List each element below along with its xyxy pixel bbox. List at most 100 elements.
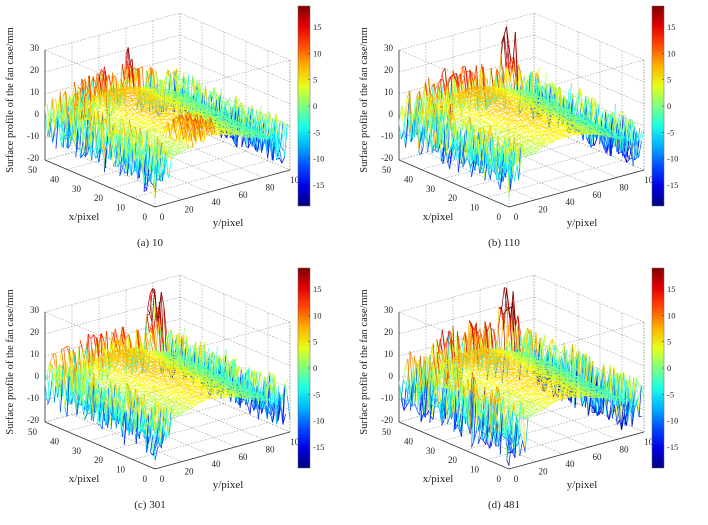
surface-mesh-line — [128, 111, 132, 114]
surface-mesh-line — [124, 106, 128, 109]
x-axis — [44, 159, 156, 208]
surface-mesh-line — [77, 86, 81, 90]
surface-mesh-line — [96, 74, 100, 89]
surface-mesh-line — [93, 151, 96, 159]
grid-line — [71, 152, 183, 200]
surface-mesh-line — [227, 96, 231, 104]
surface-mesh-line — [172, 145, 176, 150]
surface-mesh-line — [128, 102, 132, 106]
surface-mesh-line — [84, 101, 89, 106]
surface-mesh-line — [129, 58, 133, 65]
surface-mesh-line — [148, 133, 152, 136]
surface-mesh-line — [262, 113, 266, 116]
surface-mesh-line — [133, 115, 136, 118]
box-edge — [44, 49, 156, 98]
surface-mesh-line — [169, 76, 172, 90]
surface-mesh-line — [182, 146, 186, 148]
surface-mesh-line — [174, 70, 179, 96]
surface-mesh-line — [103, 91, 107, 94]
surface-mesh-line — [51, 108, 55, 118]
surface-mesh-line — [175, 145, 179, 148]
surface-mesh-line — [169, 72, 173, 79]
surface-mesh-line — [103, 96, 106, 98]
surface-mesh-line — [122, 116, 127, 120]
surface-mesh-line — [55, 116, 59, 149]
surface-mesh-line — [65, 117, 69, 122]
surface-mesh-line — [145, 126, 149, 130]
surface-mesh-line — [176, 141, 179, 145]
surface-mesh-line — [158, 131, 162, 135]
surface-mesh-line — [124, 76, 128, 80]
surface-mesh-line — [148, 124, 152, 127]
surface-mesh-line — [90, 99, 94, 114]
surface-mesh-line — [158, 99, 162, 115]
surface-mesh-line — [49, 117, 52, 138]
surface-mesh-line — [61, 112, 64, 119]
surface-mesh-line — [169, 138, 173, 141]
surface-mesh-line — [132, 117, 136, 120]
surface-mesh-line — [71, 92, 76, 103]
surface-mesh-line — [149, 120, 152, 123]
surface-mesh-line — [57, 116, 62, 143]
surface-mesh-line — [173, 68, 178, 72]
surface-mesh-line — [44, 104, 48, 108]
surface-mesh-line — [79, 89, 83, 107]
surface-mesh-line — [51, 117, 55, 124]
surface-mesh-line — [132, 121, 135, 124]
surface-mesh-line — [174, 75, 178, 95]
surface-mesh-line — [141, 66, 145, 104]
box-edge — [154, 59, 291, 98]
surface-mesh-line — [125, 47, 129, 75]
surface-mesh-line — [84, 106, 88, 109]
surface-mesh-line — [147, 66, 151, 75]
surface-mesh-line — [112, 88, 116, 91]
surface-mesh-line — [110, 120, 114, 124]
surface-mesh-line — [95, 96, 99, 99]
grid-line — [44, 34, 181, 73]
surface-mesh-line — [57, 109, 61, 117]
surface-mesh-line — [134, 109, 137, 114]
surface-mesh-line — [169, 141, 172, 144]
surface-mesh-line — [106, 89, 110, 92]
surface-mesh-line — [77, 89, 81, 103]
surface-mesh-line — [109, 83, 113, 91]
surface-mesh-line — [145, 104, 149, 107]
surface-mesh-line — [168, 119, 172, 123]
surface-mesh-line — [155, 121, 159, 126]
surface-mesh-line — [120, 78, 124, 87]
chart-panel-1: -20-10010203001020304050020406080100x/pi… — [5, 5, 324, 249]
surface-mesh-line — [151, 133, 155, 137]
surface-mesh-line — [162, 123, 166, 127]
surface-mesh-line — [174, 148, 178, 153]
surface-mesh-line — [108, 74, 112, 86]
surface-mesh-line — [122, 118, 126, 122]
surface-mesh-line — [133, 123, 138, 127]
surface-mesh-line — [148, 67, 152, 80]
surface-mesh-line — [147, 75, 151, 88]
surface-mesh-line — [173, 145, 176, 147]
surface-mesh-line — [138, 123, 142, 127]
surface-mesh-line — [145, 114, 149, 117]
surface-mesh-line — [142, 118, 146, 121]
surface-mesh-line — [144, 75, 149, 86]
surface-mesh-line — [96, 73, 100, 76]
surface-mesh-line — [169, 114, 173, 118]
surface-mesh-line — [119, 110, 123, 113]
surface-mesh-line — [117, 121, 121, 124]
surface-mesh-line — [94, 101, 98, 103]
surface-mesh-line — [177, 148, 181, 152]
surface-mesh-line — [63, 98, 67, 119]
surface-mesh-line — [129, 109, 132, 112]
surface-mesh-line — [142, 115, 146, 118]
surface-mesh-line — [169, 113, 173, 116]
surface-mesh-line — [162, 113, 166, 117]
surface-mesh-line — [176, 68, 180, 73]
surface-mesh-line — [115, 159, 119, 167]
surface-mesh-line — [136, 108, 140, 111]
surface-mesh-line — [144, 117, 148, 120]
surface-mesh-line — [166, 142, 169, 145]
surface-mesh-line — [65, 98, 69, 118]
surface — [44, 47, 291, 199]
surface-mesh-line — [113, 75, 117, 78]
surface-mesh-line — [173, 143, 177, 146]
